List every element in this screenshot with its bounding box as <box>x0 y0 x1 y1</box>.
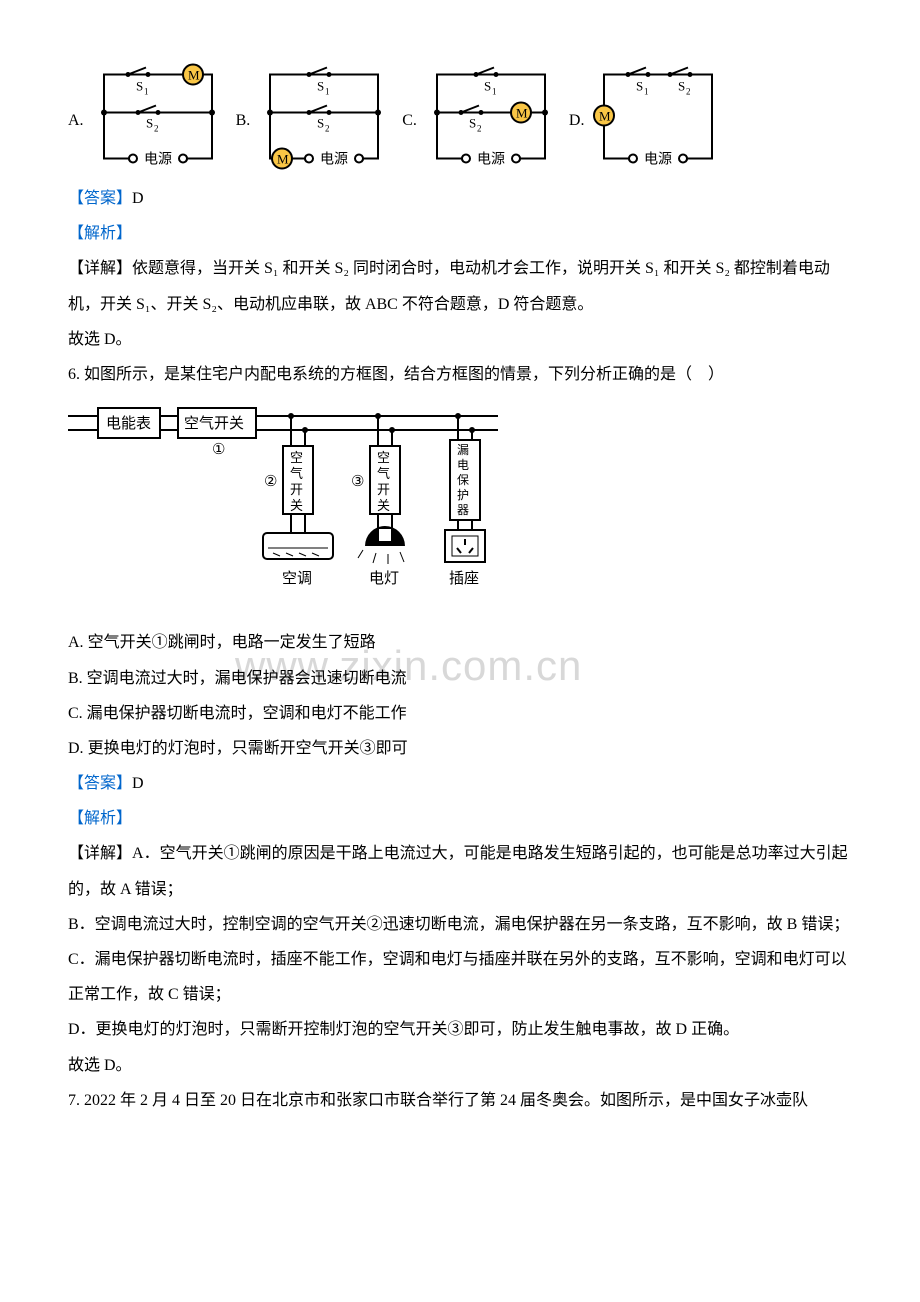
svg-text:空调: 空调 <box>282 570 312 587</box>
svg-text:电源: 电源 <box>477 152 505 168</box>
svg-text:电源: 电源 <box>320 152 348 168</box>
svg-text:器: 器 <box>457 503 469 517</box>
svg-text:气: 气 <box>290 466 303 481</box>
svg-text:M: M <box>516 106 528 121</box>
q6-opt-c: C. 漏电保护器切断电流时，空调和电灯不能工作 <box>68 696 852 731</box>
circuit-a: S1 M S2 电源 <box>88 58 228 173</box>
q6-diagram: 电能表 空气开关 ① 空 气 开 关 ② 空调 空 气 开 <box>68 398 852 621</box>
q5-answer: 【答案】D <box>68 181 852 216</box>
svg-text:空: 空 <box>290 450 303 465</box>
svg-text:关: 关 <box>377 498 390 513</box>
svg-text:插座: 插座 <box>449 570 479 587</box>
q6-stem: 6. 如图所示，是某住宅户内配电系统的方框图，结合方框图的情景，下列分析正确的是… <box>68 357 852 392</box>
option-c: C. S1 S2 M 电源 <box>402 58 561 173</box>
svg-text:护: 护 <box>457 488 469 502</box>
svg-text:2: 2 <box>477 124 482 134</box>
option-b: B. S1 S2 M 电源 <box>236 58 395 173</box>
svg-text:保: 保 <box>457 473 469 487</box>
circuit-c: S1 S2 M 电源 <box>421 58 561 173</box>
svg-text:空: 空 <box>377 450 390 465</box>
svg-text:2: 2 <box>154 124 159 134</box>
q6-detail-a: 【详解】A．空气开关①跳闸的原因是干路上电流过大，可能是电路发生短路引起的，也可… <box>68 836 852 906</box>
svg-text:开: 开 <box>377 482 390 497</box>
svg-text:1: 1 <box>644 87 649 97</box>
svg-text:③: ③ <box>351 474 364 490</box>
opt-a-label: A. <box>68 103 84 138</box>
svg-text:1: 1 <box>144 87 149 97</box>
svg-text:M: M <box>599 109 611 124</box>
svg-text:电源: 电源 <box>144 152 172 168</box>
svg-text:电源: 电源 <box>644 152 672 168</box>
answer-value: D <box>132 190 144 207</box>
svg-text:①: ① <box>212 442 225 458</box>
svg-text:漏: 漏 <box>457 443 469 457</box>
svg-text:2: 2 <box>325 124 330 134</box>
q6-detail-c: C．漏电保护器切断电流时，插座不能工作，空调和电灯与插座并联在另外的支路，互不影… <box>68 942 852 1012</box>
svg-text:S: S <box>136 79 143 94</box>
svg-text:气: 气 <box>377 466 390 481</box>
svg-text:②: ② <box>264 474 277 490</box>
opt-c-label: C. <box>402 103 417 138</box>
svg-text:S: S <box>317 116 324 131</box>
answer-label: 【答案】 <box>68 190 132 207</box>
svg-text:S: S <box>317 79 324 94</box>
page-content: A. S1 M S2 电源 <box>68 58 852 1118</box>
svg-text:电灯: 电灯 <box>369 570 399 587</box>
q5-detail: 【详解】依题意得，当开关 S₁ 和开关 S₂ 同时闭合时，电动机才会工作，说明开… <box>68 251 852 321</box>
svg-text:关: 关 <box>290 498 303 513</box>
svg-text:开: 开 <box>290 482 303 497</box>
q6-opt-a: A. 空气开关①跳闸时，电路一定发生了短路 <box>68 625 852 660</box>
q6-opt-d: D. 更换电灯的灯泡时，只需断开空气开关③即可 <box>68 731 852 766</box>
svg-text:电: 电 <box>457 458 469 472</box>
option-a: A. S1 M S2 电源 <box>68 58 228 173</box>
q6-answer: 【答案】D <box>68 766 852 801</box>
svg-text:S: S <box>146 116 153 131</box>
svg-text:1: 1 <box>492 87 497 97</box>
q5-final: 故选 D。 <box>68 322 852 357</box>
svg-text:S: S <box>636 79 643 94</box>
svg-text:M: M <box>188 68 200 83</box>
opt-d-label: D. <box>569 103 585 138</box>
svg-text:电能表: 电能表 <box>106 415 151 432</box>
q6-detail-d: D．更换电灯的灯泡时，只需断开控制灯泡的空气开关③即可，防止发生触电事故，故 D… <box>68 1012 852 1047</box>
analysis-label: 【解析】 <box>68 216 852 251</box>
option-d: D. S1 S2 M 电源 <box>569 58 729 173</box>
svg-text:S: S <box>469 116 476 131</box>
q5-options-row: A. S1 M S2 电源 <box>68 58 852 173</box>
svg-text:M: M <box>277 152 289 167</box>
q6-detail-b: B．空调电流过大时，控制空调的空气开关②迅速切断电流，漏电保护器在另一条支路，互… <box>68 907 852 942</box>
svg-text:空气开关: 空气开关 <box>184 415 244 432</box>
q6-opt-b: B. 空调电流过大时，漏电保护器会迅速切断电流 <box>68 661 852 696</box>
circuit-d: S1 S2 M 电源 <box>588 58 728 173</box>
svg-text:S: S <box>678 79 685 94</box>
opt-b-label: B. <box>236 103 251 138</box>
svg-text:1: 1 <box>325 87 330 97</box>
q7-stem: 7. 2022 年 2 月 4 日至 20 日在北京市和张家口市联合举行了第 2… <box>68 1083 852 1118</box>
q6-final: 故选 D。 <box>68 1048 852 1083</box>
svg-text:S: S <box>484 79 491 94</box>
circuit-b: S1 S2 M 电源 <box>254 58 394 173</box>
q6-analysis-label: 【解析】 <box>68 801 852 836</box>
svg-text:2: 2 <box>686 87 691 97</box>
